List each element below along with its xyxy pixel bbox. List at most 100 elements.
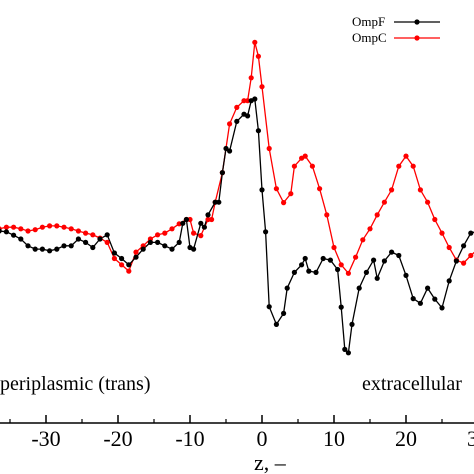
data-point-ompf-17: [119, 255, 125, 262]
data-point-ompf-8: [54, 246, 60, 252]
data-point-ompc-40: [255, 53, 261, 59]
data-point-ompc-59: [381, 199, 387, 205]
data-point-ompf-52: [302, 255, 308, 262]
data-point-ompf-68: [396, 252, 402, 259]
legend-label-ompc: OmpC: [352, 30, 387, 45]
data-point-ompc-17: [119, 262, 125, 268]
data-point-ompf-22: [155, 239, 161, 245]
data-point-ompc-12: [83, 230, 89, 236]
data-point-ompc-29: [198, 233, 204, 239]
plot-lines: [0, 42, 474, 355]
data-point-ompf-57: [335, 266, 341, 273]
data-point-ompc-23: [162, 230, 168, 236]
data-point-ompc-64: [417, 187, 423, 193]
data-point-ompc-19: [133, 249, 139, 255]
data-point-ompf-0: [0, 228, 2, 234]
data-point-ompf-4: [25, 243, 31, 249]
data-point-ompc-11: [75, 228, 81, 234]
data-point-ompf-12: [83, 239, 89, 245]
data-point-ompc-44: [281, 200, 287, 206]
data-point-ompf-3: [18, 236, 24, 242]
data-point-ompf-49: [284, 285, 290, 291]
legend: OmpF OmpC: [352, 14, 440, 45]
data-point-ompc-6: [39, 224, 46, 230]
data-point-ompc-53: [338, 262, 344, 268]
data-point-ompf-51: [299, 262, 305, 268]
data-point-ompf-37: [227, 148, 233, 154]
data-point-ompf-5: [32, 246, 38, 252]
data-point-ompc-5: [32, 227, 38, 233]
data-point-ompf-33: [212, 199, 218, 205]
x-tick-label-3: 0: [257, 426, 268, 451]
data-point-ompc-49: [309, 163, 315, 169]
data-point-ompf-24: [169, 246, 175, 252]
data-point-ompf-78: [468, 230, 474, 236]
data-point-ompc-10: [68, 226, 74, 232]
data-point-ompf-75: [446, 278, 452, 284]
data-point-ompf-7: [47, 248, 53, 254]
data-point-ompc-68: [446, 244, 452, 251]
data-point-ompf-61: [349, 321, 355, 327]
data-point-ompc-56: [360, 237, 366, 243]
data-point-ompc-70: [461, 260, 467, 266]
data-point-ompf-1: [3, 229, 9, 235]
data-point-ompf-64: [371, 257, 377, 263]
data-point-ompc-35: [234, 104, 240, 110]
data-point-ompf-6: [39, 246, 46, 252]
data-point-ompf-16: [111, 250, 117, 256]
data-point-ompc-43: [273, 186, 279, 192]
data-point-ompc-24: [169, 226, 175, 232]
data-point-ompc-16: [111, 255, 117, 262]
data-point-ompf-67: [389, 249, 395, 255]
data-point-ompf-65: [374, 275, 380, 281]
data-point-ompf-50: [291, 269, 297, 275]
data-point-ompc-45: [288, 191, 294, 197]
data-point-ompf-62: [356, 285, 362, 291]
data-point-ompc-51: [324, 212, 330, 218]
data-point-ompc-55: [353, 254, 359, 260]
data-point-ompc-34: [227, 121, 233, 127]
data-point-ompc-31: [209, 216, 215, 223]
data-point-ompc-60: [389, 187, 395, 193]
x-tick-label-6: 30: [467, 426, 474, 451]
data-point-ompf-53: [306, 268, 312, 274]
data-point-ompc-37: [245, 98, 251, 104]
data-point-ompf-45: [263, 229, 269, 235]
data-point-ompf-26: [180, 220, 186, 226]
data-point-ompc-66: [432, 216, 438, 223]
data-point-ompc-50: [317, 186, 323, 192]
plot-points: [0, 39, 474, 356]
data-point-ompc-48: [302, 153, 308, 159]
data-point-ompc-4: [25, 228, 31, 234]
data-point-ompc-28: [191, 230, 197, 236]
data-point-ompf-76: [453, 258, 459, 264]
data-point-ompf-47: [273, 321, 279, 327]
data-point-ompc-36: [241, 98, 247, 104]
data-point-ompf-55: [320, 255, 326, 262]
data-point-ompc-65: [425, 199, 431, 205]
x-tick-label-4: 10: [323, 426, 345, 451]
x-tick-label-0: -30: [31, 426, 60, 451]
data-point-ompf-72: [425, 285, 431, 291]
data-point-ompf-14: [97, 236, 103, 242]
data-point-ompf-27: [183, 216, 189, 223]
data-point-ompc-27: [187, 216, 193, 223]
data-point-ompc-42: [266, 145, 272, 152]
data-point-ompf-9: [61, 243, 67, 249]
data-point-ompc-71: [468, 252, 474, 259]
data-point-ompf-63: [363, 269, 369, 275]
data-point-ompc-7: [47, 223, 53, 229]
data-point-ompc-62: [403, 153, 409, 159]
data-point-ompc-39: [252, 39, 258, 45]
data-point-ompc-15: [104, 239, 110, 245]
data-point-ompc-2: [11, 224, 17, 230]
data-point-ompf-34: [216, 199, 222, 205]
data-point-ompc-22: [155, 232, 161, 238]
data-point-ompc-63: [410, 163, 416, 169]
data-point-ompf-69: [403, 272, 409, 278]
data-point-ompf-15: [104, 232, 110, 238]
x-tick-label-5: 20: [395, 426, 417, 451]
data-point-ompf-48: [281, 310, 287, 316]
data-point-ompf-13: [90, 244, 96, 251]
